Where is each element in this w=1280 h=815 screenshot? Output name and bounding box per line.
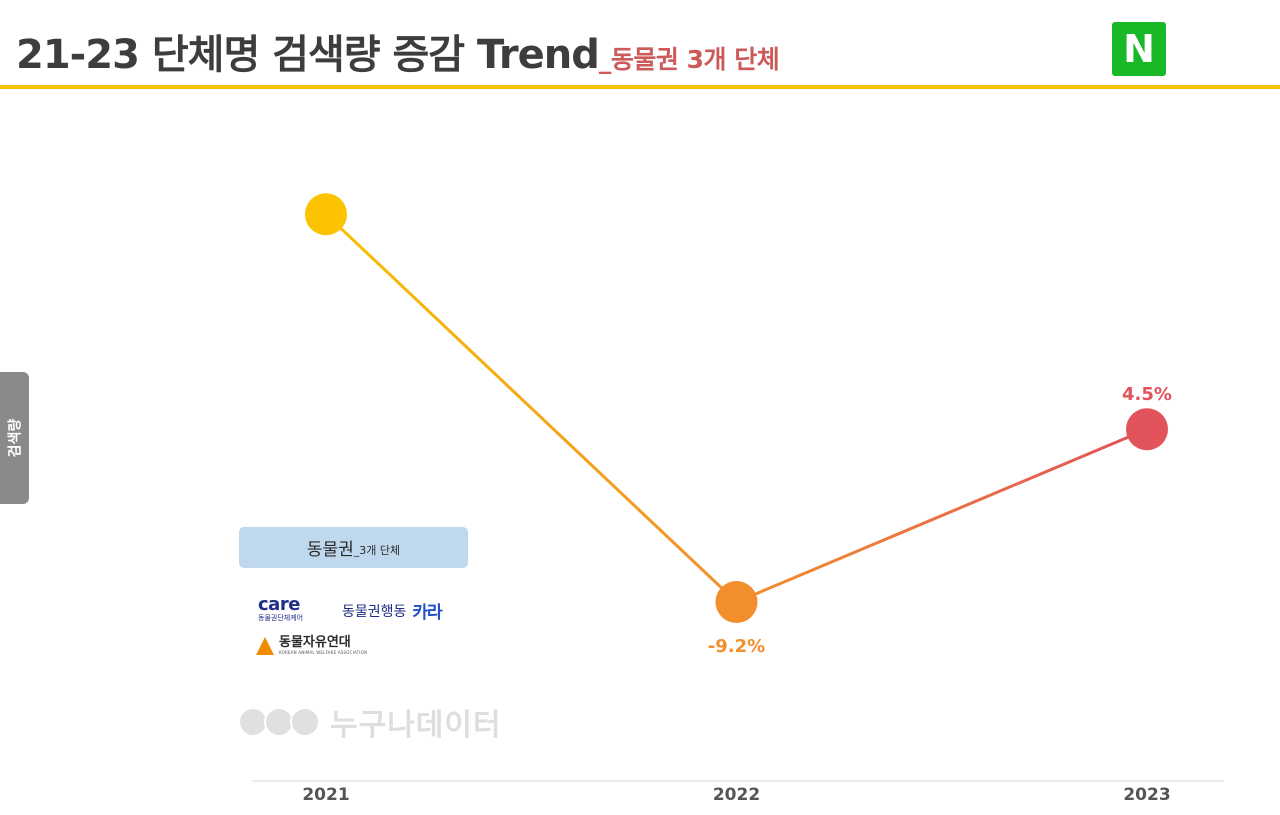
y-axis-tab: 검색량: [0, 372, 29, 504]
care-logo-word: care: [258, 594, 300, 615]
watermark-text: 누구나데이터: [330, 708, 502, 743]
kawa-logo: 동물자유연대 KOREAN ANIMAL WELFARE ASSOCIATION: [256, 636, 367, 655]
watermark-faces-icon: [238, 707, 320, 737]
title-divider: [0, 85, 1280, 89]
legend-sub-label: _3개 단체: [353, 544, 401, 557]
naver-logo-letter: N: [1123, 27, 1155, 71]
x-tick-2021: 2021: [302, 785, 349, 805]
data-label-2022: -9.2%: [708, 636, 765, 657]
data-point-2022: [715, 581, 758, 623]
page-title-main: 21-23 단체명 검색량 증감 Trend: [16, 32, 600, 78]
legend-box: 동물권 _3개 단체: [239, 527, 468, 568]
page-title: 21-23 단체명 검색량 증감 Trend _동물권 3개 단체: [16, 22, 780, 82]
page-subtitle: _동물권 3개 단체: [598, 45, 780, 74]
x-tick-2022: 2022: [713, 785, 760, 805]
kara-logo: 동물권행동 카라: [342, 598, 443, 623]
data-point-2023: [1126, 408, 1168, 451]
data-point-2021: [305, 193, 347, 236]
kawa-logo-sub: KOREAN ANIMAL WELFARE ASSOCIATION: [279, 650, 368, 655]
x-tick-2023: 2023: [1123, 785, 1170, 805]
care-logo: care 동물권단체케어: [258, 596, 303, 623]
legend-main-label: 동물권: [306, 540, 354, 560]
kawa-triangle-icon: [256, 636, 274, 655]
data-label-2023: 4.5%: [1122, 384, 1172, 405]
care-logo-sub: 동물권단체케어: [258, 614, 304, 622]
naver-logo: N: [1112, 22, 1166, 76]
kara-logo-mark: 카라: [412, 603, 442, 623]
kawa-logo-name: 동물자유연대: [279, 635, 351, 650]
watermark: 누구나데이터: [238, 700, 502, 744]
kara-logo-name: 동물권행동: [342, 603, 407, 620]
